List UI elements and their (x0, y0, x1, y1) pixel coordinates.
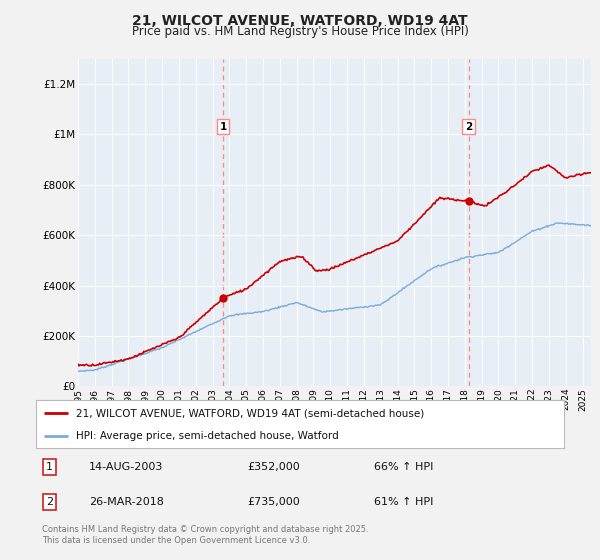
Text: 21, WILCOT AVENUE, WATFORD, WD19 4AT: 21, WILCOT AVENUE, WATFORD, WD19 4AT (132, 14, 468, 28)
Text: 14-AUG-2003: 14-AUG-2003 (89, 462, 163, 472)
Text: 2: 2 (46, 497, 53, 507)
Text: £352,000: £352,000 (247, 462, 300, 472)
Text: 26-MAR-2018: 26-MAR-2018 (89, 497, 164, 507)
Text: 2: 2 (465, 122, 472, 132)
Text: 1: 1 (220, 122, 227, 132)
Text: 21, WILCOT AVENUE, WATFORD, WD19 4AT (semi-detached house): 21, WILCOT AVENUE, WATFORD, WD19 4AT (se… (76, 408, 424, 418)
Text: Contains HM Land Registry data © Crown copyright and database right 2025.
This d: Contains HM Land Registry data © Crown c… (42, 525, 368, 545)
Text: HPI: Average price, semi-detached house, Watford: HPI: Average price, semi-detached house,… (76, 431, 338, 441)
Text: 66% ↑ HPI: 66% ↑ HPI (374, 462, 433, 472)
Text: £735,000: £735,000 (247, 497, 300, 507)
Text: Price paid vs. HM Land Registry's House Price Index (HPI): Price paid vs. HM Land Registry's House … (131, 25, 469, 38)
Text: 61% ↑ HPI: 61% ↑ HPI (374, 497, 433, 507)
Text: 1: 1 (46, 462, 53, 472)
